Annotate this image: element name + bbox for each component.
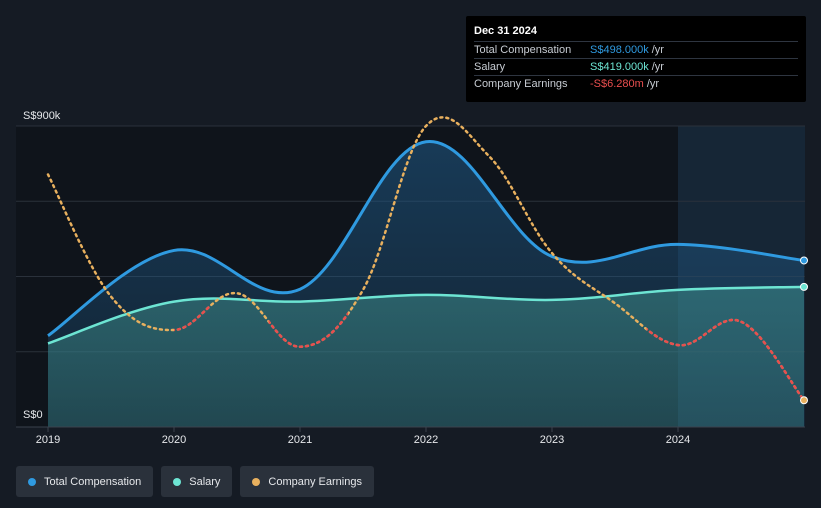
legend-item-company-earnings[interactable]: Company Earnings [240, 466, 374, 497]
legend-dot-icon [173, 477, 182, 486]
y-axis-label-zero: S$0 [23, 409, 43, 421]
salary-end-point [800, 282, 808, 291]
tooltip-value: S$419.000k [590, 61, 649, 73]
legend-dot-icon [28, 477, 36, 486]
legend-label: Total Compensation [44, 475, 142, 488]
x-tick-label: 2020 [162, 434, 186, 446]
tooltip-value: -S$6.280m [590, 78, 644, 90]
tooltip-label: Total Compensation [474, 44, 572, 56]
end-markers [800, 256, 808, 405]
legend-item-total-compensation[interactable]: Total Compensation [16, 466, 154, 497]
x-tick-label: 2024 [666, 434, 690, 446]
total-compensation-end-point [800, 256, 808, 265]
tooltip-row-total-compensation: Total Compensation S$498.000k /yr [474, 41, 798, 58]
x-axis-ticks: 2019 2020 2021 2022 2023 2024 [36, 427, 690, 446]
earnings-line-negative [646, 318, 806, 402]
salary-area [48, 286, 804, 427]
salary-line [47, 285, 805, 345]
legend-dot-icon [252, 477, 261, 486]
x-tick-label: 2021 [288, 434, 312, 446]
x-tick-label: 2019 [36, 434, 60, 446]
total-compensation-line [47, 140, 805, 337]
tooltip-row-company-earnings: Company Earnings -S$6.280m /yr [474, 75, 798, 92]
x-tick-label: 2023 [540, 434, 564, 446]
legend-label: Salary [189, 475, 221, 488]
legend-item-salary[interactable]: Salary [161, 466, 233, 497]
tooltip-row-salary: Salary S$419.000k /yr [474, 58, 798, 75]
tooltip-date: Dec 31 2024 [474, 25, 537, 37]
tooltip-unit: /yr [651, 61, 664, 73]
tooltip-value: S$498.000k [590, 44, 649, 56]
tooltip-label: Company Earnings [474, 78, 568, 90]
data-tooltip: Dec 31 2024 Total Compensation S$498.000… [466, 16, 806, 102]
earnings-line-negative [174, 304, 210, 332]
tooltip-label: Salary [474, 61, 506, 73]
chart-legend: Total Compensation Salary Company Earnin… [16, 466, 374, 497]
x-tick-label: 2022 [414, 434, 438, 446]
company-earnings-line [46, 116, 806, 402]
legend-label: Company Earnings [268, 475, 362, 488]
tooltip-unit: /yr [646, 78, 660, 90]
earnings-end-point [800, 396, 808, 405]
y-axis-label-max: S$900k [23, 110, 61, 122]
tooltip-unit: /yr [651, 44, 664, 56]
